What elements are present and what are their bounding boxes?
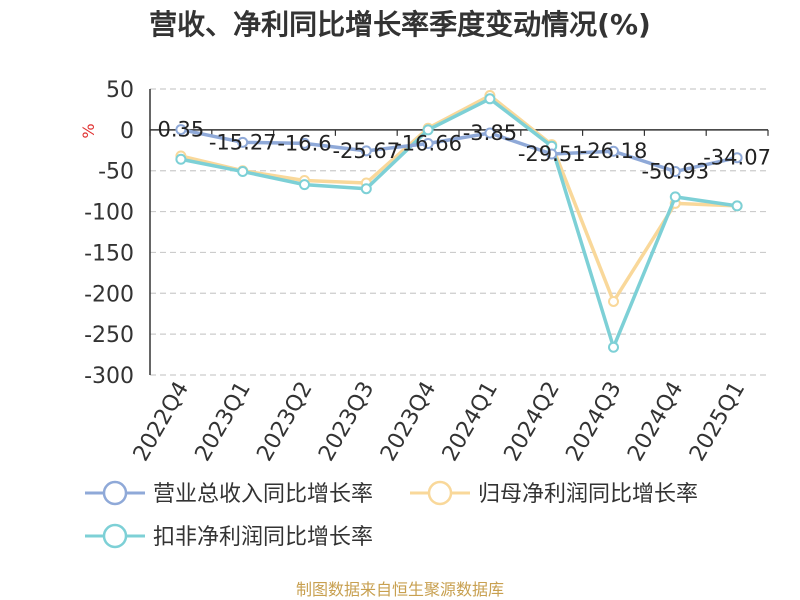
series-point	[175, 124, 187, 136]
y-tick-label: 0	[120, 119, 134, 144]
series-point	[175, 153, 187, 165]
x-tick-label: 2023Q2	[252, 378, 317, 466]
data-labels: 0.35-15.27 -16.6 -25.67-16.66 -3.85-29.51-2…	[158, 118, 771, 184]
y-tick-label: -100	[84, 201, 134, 226]
data-label: -29.51	[518, 142, 586, 166]
series-point	[484, 93, 496, 105]
legend-item: 营业总收入同比增长率	[85, 480, 373, 507]
series-point	[422, 137, 434, 149]
x-tick-label: 2023Q4	[376, 377, 441, 465]
series-point	[608, 341, 619, 353]
legend-item: 归母净利润同比增长率	[410, 480, 698, 507]
source-note: 制图数据来自恒生聚源数据库	[296, 580, 504, 599]
y-axis-unit: %	[79, 123, 98, 138]
data-label: 0.35	[158, 118, 205, 142]
data-label: -25.67	[332, 139, 400, 163]
legend-label: 归母净利润同比增长率	[478, 482, 698, 507]
series-point	[360, 145, 372, 157]
y-tick-label: -150	[84, 241, 134, 266]
data-label: -50.93	[641, 159, 709, 183]
x-tick-label: 2023Q1	[191, 378, 256, 466]
series-point	[422, 124, 434, 136]
data-label: -16.6	[277, 131, 331, 155]
data-label: -26.18	[580, 139, 648, 163]
x-tick-label: 2023Q3	[314, 378, 379, 466]
x-tick-label: 2024Q3	[561, 378, 626, 466]
y-tick-label: -250	[84, 323, 134, 348]
series-point	[299, 179, 310, 191]
legend-swatch-marker	[102, 480, 128, 506]
data-label: -16.66	[394, 131, 462, 155]
series-point	[669, 165, 681, 177]
series-point	[484, 127, 496, 139]
series-point	[237, 166, 249, 178]
series-point	[608, 145, 619, 157]
data-label: -3.85	[463, 121, 517, 145]
data-label: -34.07	[703, 146, 771, 170]
legend-item: 扣非净利润同比增长率	[85, 523, 373, 550]
legend-swatch-marker	[102, 523, 128, 549]
series-line	[180, 97, 738, 349]
series-lines	[175, 90, 743, 353]
legend-swatch-marker	[427, 480, 453, 506]
series-point	[299, 137, 310, 149]
x-tick-label: 2022Q4	[129, 378, 194, 466]
series-point	[608, 295, 619, 307]
y-tick-label: -300	[84, 364, 134, 389]
legend-label: 扣非净利润同比增长率	[153, 525, 373, 550]
x-tick-label: 2024Q1	[438, 378, 503, 466]
series-point	[669, 191, 681, 203]
series-point	[546, 148, 558, 160]
x-tick-label: 2024Q2	[500, 378, 565, 466]
x-tick-label: 2024Q4	[623, 378, 688, 466]
series-point	[237, 136, 249, 148]
x-tick-label: 2025Q1	[685, 378, 750, 466]
legend-label: 营业总收入同比增长率	[153, 482, 373, 507]
series-line	[180, 127, 738, 174]
y-tick-label: 50	[106, 78, 134, 103]
y-tick-label: -50	[98, 160, 134, 185]
series-point	[731, 200, 743, 212]
series-point	[360, 183, 372, 195]
chart-title: 营收、净利同比增长率季度变动情况(%)	[149, 8, 651, 41]
series-point	[731, 152, 743, 164]
data-label: -15.27	[209, 130, 277, 154]
series-line	[180, 93, 738, 304]
y-tick-label: -200	[84, 282, 134, 307]
